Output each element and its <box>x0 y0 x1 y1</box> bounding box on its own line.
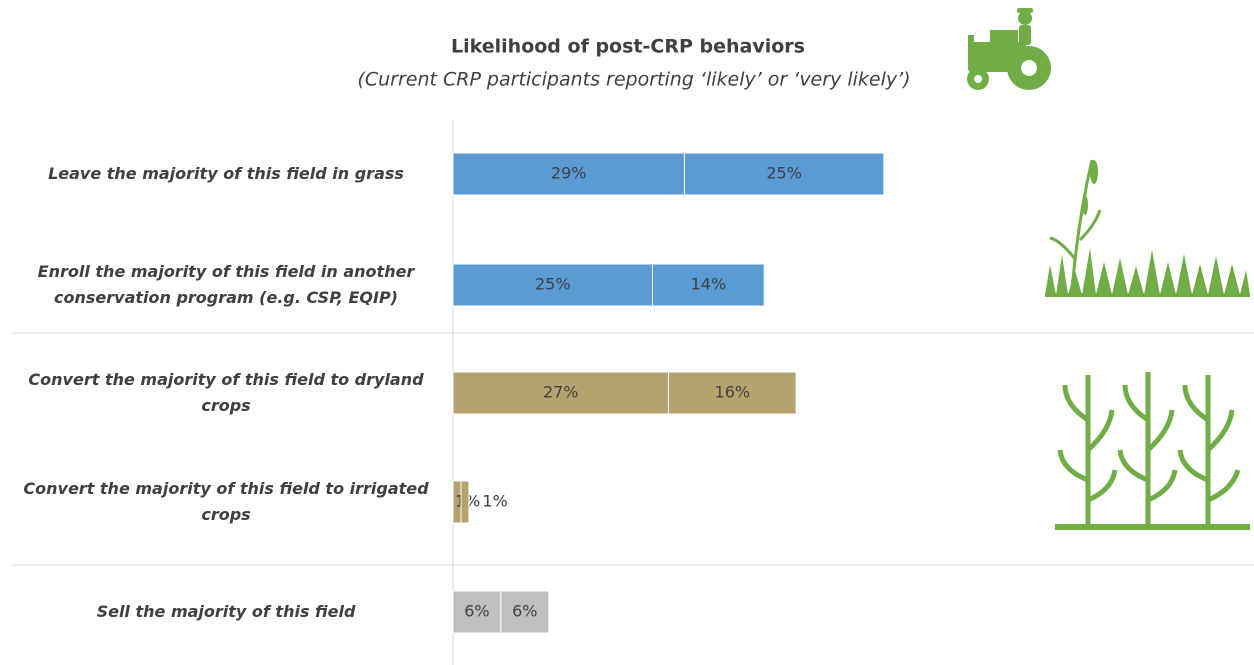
category-label: Enroll the majority of this field in ano… <box>37 262 415 307</box>
corn-icon <box>1055 372 1250 530</box>
chart-subtitle: (Current CRP participants reporting ‘lik… <box>357 69 910 91</box>
grass-icon <box>1045 159 1250 297</box>
bar-segment <box>500 590 550 634</box>
bar-segment <box>683 152 885 196</box>
bar-segment <box>452 152 685 196</box>
chart-title: Likelihood of post-CRP behaviors <box>451 36 805 58</box>
value-label: 1% <box>482 492 507 511</box>
tractor-icon <box>967 8 1051 90</box>
category-label: Leave the majority of this field in gras… <box>48 164 404 183</box>
value-label: 25% <box>535 275 571 294</box>
bar-segment <box>452 263 653 307</box>
bar-segment <box>667 371 797 415</box>
bar-segment <box>652 263 765 307</box>
bar-segment <box>460 480 470 524</box>
value-label: 25% <box>766 164 802 183</box>
category-label: Sell the majority of this field <box>96 602 356 621</box>
category-label: Convert the majority of this field to dr… <box>28 370 424 415</box>
category-label: Convert the majority of this field to ir… <box>23 479 429 524</box>
value-label: 16% <box>715 383 751 402</box>
value-label: 14% <box>691 275 727 294</box>
value-label: 6% <box>512 602 537 621</box>
bar-segment <box>452 371 669 415</box>
value-label: 6% <box>464 602 489 621</box>
bar-segment <box>452 590 502 634</box>
value-label: 27% <box>543 383 579 402</box>
value-label: 29% <box>551 164 587 183</box>
